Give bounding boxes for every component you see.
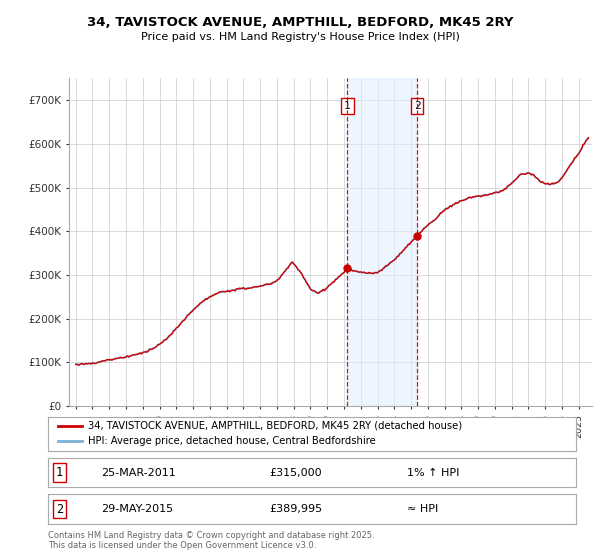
Text: 2: 2 bbox=[414, 101, 421, 111]
Text: Contains HM Land Registry data © Crown copyright and database right 2025.
This d: Contains HM Land Registry data © Crown c… bbox=[48, 531, 374, 550]
Text: 1: 1 bbox=[56, 466, 63, 479]
Text: 29-MAY-2015: 29-MAY-2015 bbox=[101, 504, 173, 514]
Text: 25-MAR-2011: 25-MAR-2011 bbox=[101, 468, 176, 478]
Text: £389,995: £389,995 bbox=[270, 504, 323, 514]
Text: 34, TAVISTOCK AVENUE, AMPTHILL, BEDFORD, MK45 2RY (detached house): 34, TAVISTOCK AVENUE, AMPTHILL, BEDFORD,… bbox=[88, 421, 462, 431]
Text: ≈ HPI: ≈ HPI bbox=[407, 504, 438, 514]
Text: 1: 1 bbox=[344, 101, 351, 111]
Text: 2: 2 bbox=[56, 502, 63, 516]
Text: 1% ↑ HPI: 1% ↑ HPI bbox=[407, 468, 460, 478]
Text: 34, TAVISTOCK AVENUE, AMPTHILL, BEDFORD, MK45 2RY: 34, TAVISTOCK AVENUE, AMPTHILL, BEDFORD,… bbox=[87, 16, 513, 29]
Text: HPI: Average price, detached house, Central Bedfordshire: HPI: Average price, detached house, Cent… bbox=[88, 436, 376, 446]
Text: Price paid vs. HM Land Registry's House Price Index (HPI): Price paid vs. HM Land Registry's House … bbox=[140, 32, 460, 43]
Bar bbox=[347, 78, 417, 406]
Text: £315,000: £315,000 bbox=[270, 468, 322, 478]
